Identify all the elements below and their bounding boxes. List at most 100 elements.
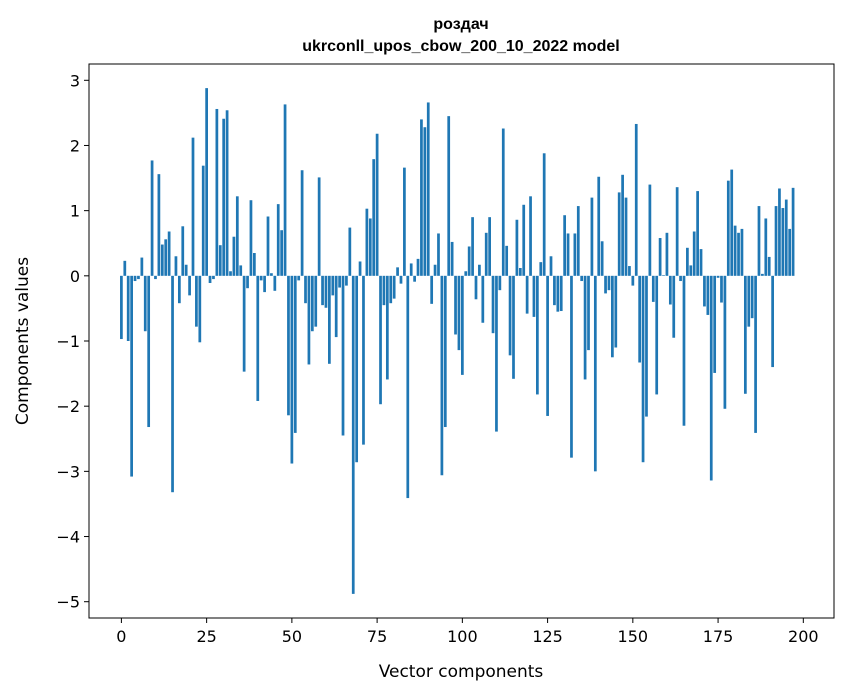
- y-tick-label: 0: [70, 267, 80, 286]
- bar: [372, 159, 376, 276]
- bar: [304, 275, 307, 304]
- bar: [314, 275, 318, 327]
- bar: [328, 275, 331, 364]
- bar: [474, 275, 478, 300]
- bar: [689, 265, 693, 276]
- bar: [235, 196, 239, 276]
- bar: [634, 123, 638, 276]
- bar: [440, 275, 444, 476]
- bar: [508, 275, 512, 356]
- bar: [218, 245, 222, 276]
- bar: [553, 275, 556, 306]
- bar: [177, 275, 181, 304]
- bar: [120, 275, 123, 340]
- bar: [379, 275, 382, 405]
- bar: [709, 275, 713, 481]
- bar: [447, 116, 451, 276]
- bar: [467, 246, 471, 276]
- bar: [375, 133, 379, 276]
- bar: [341, 275, 345, 436]
- bar: [273, 275, 277, 291]
- bar: [403, 167, 406, 276]
- bar: [655, 275, 659, 395]
- bar: [331, 275, 335, 296]
- bar: [409, 263, 413, 276]
- bar: [181, 226, 185, 276]
- y-tick-label: 2: [70, 136, 80, 155]
- bar: [297, 275, 301, 281]
- bar: [682, 275, 686, 426]
- bar: [713, 275, 717, 373]
- bar: [481, 275, 485, 323]
- bar: [212, 275, 215, 280]
- bar: [195, 275, 198, 327]
- bar: [518, 268, 522, 276]
- bar: [645, 275, 648, 417]
- bars-group: [120, 88, 795, 594]
- bar: [385, 275, 389, 380]
- bar: [570, 275, 573, 458]
- bar: [334, 275, 338, 338]
- bar: [529, 196, 532, 276]
- bar: [628, 266, 631, 276]
- bar: [208, 275, 212, 283]
- bar: [184, 264, 188, 276]
- bar: [365, 208, 369, 276]
- bar: [641, 275, 645, 463]
- x-tick-label: 50: [282, 627, 302, 646]
- bar: [290, 275, 294, 464]
- bar: [133, 275, 137, 282]
- bar: [525, 275, 529, 314]
- bar: [723, 275, 727, 409]
- bar: [215, 108, 219, 276]
- bar: [443, 275, 447, 428]
- bar: [665, 232, 669, 276]
- bar: [317, 177, 321, 276]
- bar: [587, 275, 590, 351]
- bar: [355, 275, 359, 463]
- bar: [583, 275, 587, 380]
- bar: [515, 219, 519, 276]
- bar: [767, 256, 771, 276]
- bar: [201, 165, 205, 276]
- bar: [764, 218, 768, 276]
- x-axis-ticks: 0 25 50 75 100 125 150 175 200: [116, 618, 819, 646]
- bar: [263, 275, 266, 293]
- bar: [266, 216, 270, 276]
- bar: [137, 275, 140, 280]
- x-axis-label: Vector components: [379, 662, 544, 682]
- x-tick-label: 0: [116, 627, 126, 646]
- bar: [672, 275, 676, 338]
- bar: [205, 88, 208, 276]
- bar: [430, 275, 434, 304]
- bar: [246, 275, 249, 289]
- bar: [157, 174, 161, 276]
- bar: [276, 204, 280, 276]
- bar: [512, 275, 515, 379]
- bar: [491, 275, 495, 334]
- bar: [345, 275, 348, 286]
- bar: [454, 275, 457, 335]
- x-tick-label: 75: [367, 627, 387, 646]
- bar: [600, 241, 604, 276]
- bar: [784, 199, 788, 276]
- bar: [348, 227, 352, 276]
- bar: [287, 275, 290, 416]
- bar: [498, 275, 502, 291]
- bar: [167, 231, 171, 276]
- bar: [191, 137, 195, 276]
- bar: [611, 275, 614, 358]
- bar: [433, 264, 437, 276]
- bar: [590, 197, 594, 276]
- chart-title: роздач: [433, 16, 488, 33]
- bar: [362, 275, 365, 445]
- bar: [174, 256, 178, 276]
- bar: [788, 228, 792, 276]
- bar: [406, 275, 410, 499]
- bar: [171, 275, 174, 493]
- bar: [648, 184, 652, 276]
- bar: [143, 275, 147, 332]
- bar: [563, 215, 567, 276]
- bar: [293, 275, 297, 433]
- bar: [270, 273, 273, 276]
